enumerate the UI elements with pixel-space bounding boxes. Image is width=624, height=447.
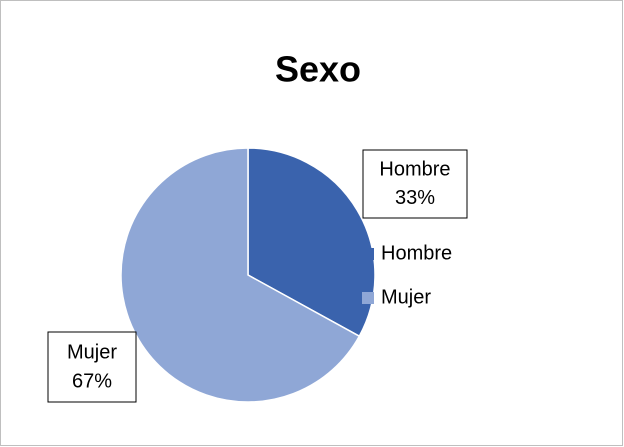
legend-label: Hombre: [381, 242, 452, 264]
data-label-name: Mujer: [67, 341, 117, 363]
data-label-name: Hombre: [379, 159, 450, 181]
pie-slice: [120, 147, 361, 403]
data-label-value: 67%: [72, 371, 112, 393]
legend-swatch: [362, 292, 374, 304]
data-label-box: [47, 331, 137, 403]
chart-title: Sexo: [275, 49, 361, 90]
legend-swatch: [362, 248, 374, 260]
data-label-box: [362, 149, 468, 219]
data-label-value: 33%: [395, 187, 435, 209]
pie-slice: [247, 147, 376, 338]
legend-label: Mujer: [381, 286, 431, 308]
